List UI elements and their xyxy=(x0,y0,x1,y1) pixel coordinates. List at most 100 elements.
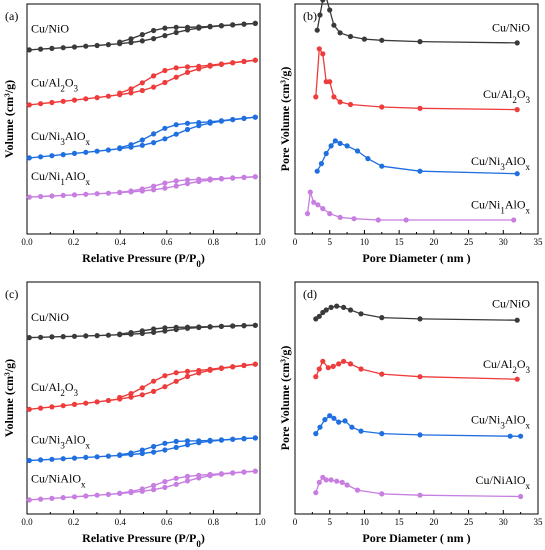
data-point xyxy=(327,413,333,419)
data-point xyxy=(316,313,322,319)
data-point xyxy=(313,374,319,380)
data-point xyxy=(184,69,191,75)
series-label: Cu/Al2O3 xyxy=(31,380,79,398)
data-point xyxy=(151,443,157,450)
data-point xyxy=(71,44,78,50)
data-point xyxy=(26,102,32,108)
data-point xyxy=(83,454,89,460)
series-label: Cu/Ni3AlOx xyxy=(31,432,91,450)
data-point xyxy=(151,187,157,193)
data-point xyxy=(196,324,202,330)
data-point xyxy=(358,428,364,434)
data-point xyxy=(323,307,329,313)
data-point xyxy=(83,43,89,49)
data-point xyxy=(351,216,357,222)
x-tick-label: 5 xyxy=(327,517,332,527)
series-cunialox: Cu/NiAlOx xyxy=(313,473,531,500)
data-point xyxy=(334,478,340,484)
plot-frame xyxy=(294,3,539,235)
data-point xyxy=(316,479,322,485)
data-point xyxy=(26,457,32,464)
data-point xyxy=(218,437,224,443)
data-point xyxy=(117,394,123,401)
data-point xyxy=(162,447,168,453)
data-point xyxy=(379,37,385,43)
data-point xyxy=(94,42,100,49)
x-axis-label: Pore Diameter ( nm ) xyxy=(362,531,470,545)
data-point xyxy=(117,90,123,96)
data-point xyxy=(128,394,134,400)
data-point xyxy=(417,432,423,438)
data-point xyxy=(379,315,385,321)
data-point xyxy=(173,183,179,189)
data-point xyxy=(151,326,157,332)
data-point xyxy=(151,183,157,189)
x-tick-label: 0.6 xyxy=(161,517,173,527)
data-point xyxy=(71,150,78,156)
data-point xyxy=(518,493,524,500)
data-point xyxy=(230,364,236,370)
data-point xyxy=(94,191,100,197)
data-point xyxy=(105,93,111,99)
data-point xyxy=(83,96,89,102)
data-point xyxy=(196,472,202,478)
data-point xyxy=(83,333,89,339)
data-point xyxy=(173,178,179,184)
y-axis-label: Volume (cm³/g) xyxy=(2,359,16,437)
data-point xyxy=(196,120,202,126)
data-point xyxy=(184,373,191,380)
data-point xyxy=(117,39,123,45)
data-point xyxy=(241,58,247,64)
data-point xyxy=(173,324,179,330)
x-tick-label: 0.8 xyxy=(208,517,220,527)
x-tick-label: 0.2 xyxy=(68,517,79,527)
chart-panel-a: 0.0 0.2 0.4 0.6 0.8 1.0 Relative Pressure (P/P… xyxy=(2,3,266,269)
data-point xyxy=(184,120,191,126)
data-point xyxy=(307,189,313,195)
data-point xyxy=(207,62,213,68)
series-cuni3alox: Cu/Ni3AlOx xyxy=(314,138,531,177)
data-point xyxy=(139,486,145,492)
data-point xyxy=(403,217,409,223)
data-point xyxy=(60,152,66,158)
data-point xyxy=(241,115,247,121)
data-point xyxy=(218,118,224,124)
data-point xyxy=(173,131,179,137)
data-point xyxy=(49,153,55,159)
series-label: Cu/Al2O3 xyxy=(483,357,531,375)
chart-panel-c: 0.0 0.2 0.4 0.6 0.8 1.0 Relative Pressure (P/P… xyxy=(2,281,266,549)
data-point xyxy=(105,42,111,48)
data-point xyxy=(128,90,134,96)
x-tick-label: 0 xyxy=(293,517,298,527)
data-point xyxy=(207,176,213,182)
data-point xyxy=(94,399,100,405)
data-point xyxy=(514,317,520,323)
data-point xyxy=(38,46,44,52)
x-tick-label: 0 xyxy=(293,237,298,247)
x-tick-label: 30 xyxy=(499,237,509,247)
data-point xyxy=(139,137,145,143)
data-point xyxy=(241,469,247,475)
data-point xyxy=(139,31,145,38)
data-point xyxy=(173,29,179,36)
data-point xyxy=(507,433,513,439)
data-point xyxy=(317,424,323,430)
data-point xyxy=(252,435,258,441)
data-point xyxy=(514,171,520,177)
data-point xyxy=(207,23,213,29)
data-point xyxy=(331,415,337,421)
data-point xyxy=(173,444,179,450)
data-point xyxy=(230,323,236,329)
data-point xyxy=(60,495,66,501)
data-point xyxy=(162,125,168,131)
x-tick-label: 1.0 xyxy=(254,237,266,247)
data-point xyxy=(318,161,324,167)
data-point xyxy=(128,36,134,42)
data-point xyxy=(241,362,247,368)
data-point xyxy=(365,156,371,162)
data-point xyxy=(218,323,224,329)
data-point xyxy=(379,491,385,497)
data-point xyxy=(162,373,168,379)
x-tick-label: 25 xyxy=(464,517,474,527)
data-point xyxy=(49,334,55,340)
